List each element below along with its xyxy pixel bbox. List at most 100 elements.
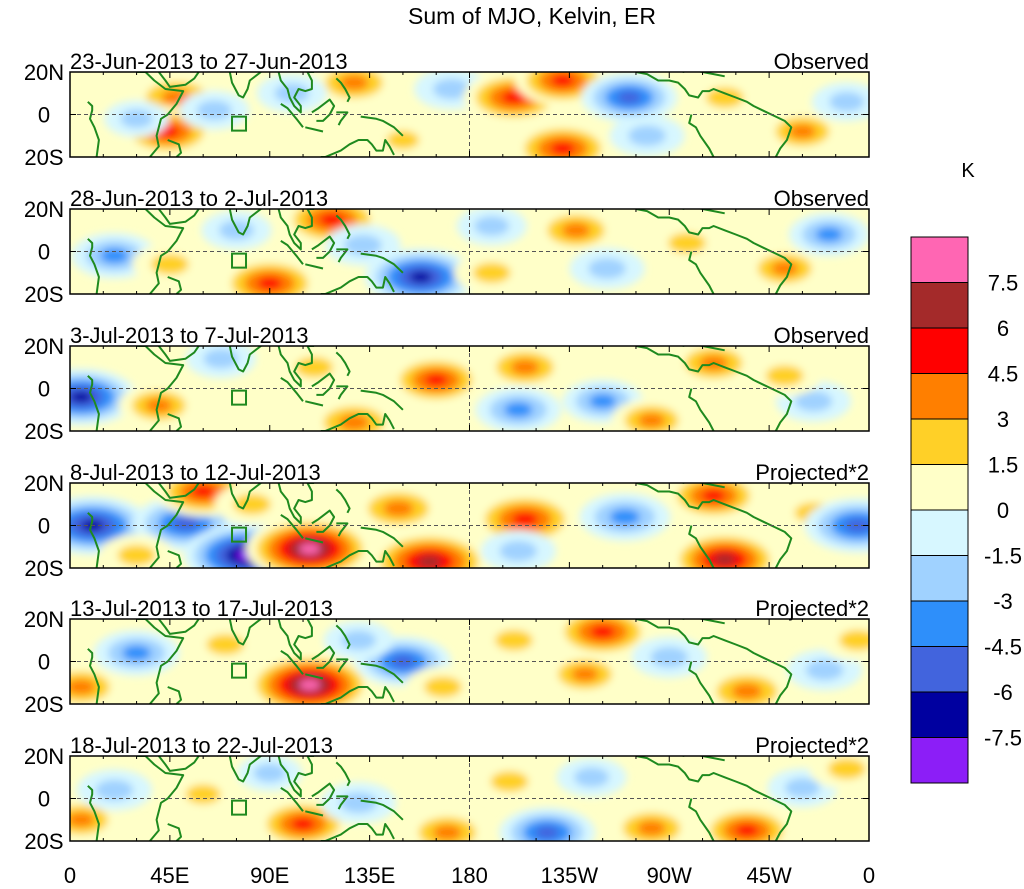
coastline-14 xyxy=(635,209,793,294)
coastline-8 xyxy=(305,810,324,817)
coastline-2 xyxy=(136,209,185,294)
colorbar-tick-label: -7.5 xyxy=(984,726,1022,751)
anomaly-blob-13-level-2 xyxy=(839,629,869,651)
y-tick-label: 0 xyxy=(38,514,50,539)
colorbar-swatch xyxy=(910,737,969,784)
anomaly-blob-3-level-2 xyxy=(196,100,232,120)
colorbar-tick-label: 4.5 xyxy=(988,362,1019,387)
coastline-4 xyxy=(158,72,200,88)
panel-3: 20N 0 20S 3-Jul-2013 to 7-Jul-2013 Observed xyxy=(24,323,870,444)
region-box xyxy=(231,526,248,543)
coastline-9 xyxy=(311,782,336,806)
coastline-3 xyxy=(167,413,182,431)
coastline-4 xyxy=(158,209,200,225)
anomaly-blob-9-level-4 xyxy=(550,74,575,87)
coastline-2 xyxy=(136,619,185,704)
coastline-14 xyxy=(635,346,793,431)
colorbar-tick-label: -4.5 xyxy=(984,635,1022,660)
y-tick-label: 20N xyxy=(24,60,64,85)
coastline-4 xyxy=(158,619,200,635)
y-tick-label: 0 xyxy=(38,650,50,675)
anomaly-field xyxy=(70,756,869,841)
coastline-3 xyxy=(167,550,182,568)
coastline-12 xyxy=(360,526,404,548)
coastline-15 xyxy=(688,251,715,294)
coastline-15 xyxy=(688,798,715,841)
coastline-1 xyxy=(87,238,100,294)
colorbar-swatch xyxy=(910,691,969,738)
coastline-14 xyxy=(635,619,793,704)
panel-label: Observed xyxy=(774,186,869,211)
panel-date-range: 18-Jul-2013 to 22-Jul-2013 xyxy=(70,733,333,758)
coastline-3 xyxy=(167,686,182,704)
coastline-5 xyxy=(216,483,262,510)
coastline-7 xyxy=(280,787,304,812)
anomaly-blob-11-level-3 xyxy=(609,509,640,525)
coastline-9 xyxy=(311,645,336,669)
coastline-13 xyxy=(320,139,395,157)
x-tick-label: 135W xyxy=(541,863,599,888)
anomaly-blob-4-level-4 xyxy=(291,817,316,831)
anomaly-blob-7-level-2 xyxy=(495,629,533,651)
colorbar-swatch xyxy=(910,600,969,647)
anomaly-field xyxy=(104,72,869,157)
colorbar-tick-label: 3 xyxy=(997,407,1009,432)
coastlines xyxy=(87,209,793,294)
coastline-1 xyxy=(87,101,100,157)
coastline-1 xyxy=(87,375,100,431)
coastline-10 xyxy=(336,658,349,673)
x-tick-label: 135E xyxy=(344,863,395,888)
anomaly-blob-9-level-4 xyxy=(511,512,539,526)
coastline-4 xyxy=(158,346,200,362)
colorbar-tick-label: 0 xyxy=(997,498,1009,523)
anomaly-blobs xyxy=(71,209,869,294)
coastline-3 xyxy=(167,139,182,157)
anomaly-blob-12-level-3 xyxy=(771,261,799,276)
coastlines xyxy=(87,756,793,841)
panel-label: Projected*2 xyxy=(755,733,869,758)
coastline-6 xyxy=(277,483,315,525)
anomaly-blobs xyxy=(70,346,852,431)
anomaly-blob-7-level-2 xyxy=(490,771,529,792)
anomaly-blob-2-level-3 xyxy=(145,398,173,413)
coastline-6 xyxy=(277,346,315,388)
coastline-14 xyxy=(635,756,793,841)
coastline-15 xyxy=(688,525,715,568)
coastline-13 xyxy=(320,686,395,704)
y-tick-label: 0 xyxy=(38,103,50,128)
anomaly-blob-15-level-2 xyxy=(829,92,865,112)
coastline-9 xyxy=(311,372,336,396)
anomaly-field xyxy=(70,619,869,704)
coastline-8 xyxy=(305,126,324,133)
anomaly-blob-10-level-3 xyxy=(638,413,665,428)
anomaly-blob-6-level-2 xyxy=(274,83,310,103)
anomaly-blob-6-level-2 xyxy=(424,676,462,698)
x-tick-label: 180 xyxy=(451,863,488,888)
anomaly-blob-8-level-3 xyxy=(504,402,533,418)
coastline-5 xyxy=(216,619,262,646)
coastline-16 xyxy=(682,346,725,352)
colorbar-swatch xyxy=(910,327,969,374)
coastline-11 xyxy=(335,77,351,103)
colorbar-tick-label: -6 xyxy=(993,680,1013,705)
coastline-4 xyxy=(158,756,200,772)
anomaly-blob-12-level-2 xyxy=(805,659,844,681)
y-tick-label: 20N xyxy=(24,607,64,632)
coastline-12 xyxy=(360,389,404,411)
coastline-16 xyxy=(682,209,725,215)
colorbar-tick-label: 1.5 xyxy=(988,453,1019,478)
coastline-10 xyxy=(336,385,349,400)
anomaly-blob-5-level-3 xyxy=(338,414,370,431)
anomaly-blob-4-level-6 xyxy=(299,679,321,691)
anomaly-blob-9-level-3 xyxy=(589,394,617,409)
coastline-3 xyxy=(167,276,182,294)
anomaly-blob-7-level-2 xyxy=(472,262,511,284)
anomaly-blob-8-level-4 xyxy=(590,625,616,639)
anomaly-blob-1-level-3 xyxy=(70,812,95,827)
coastline-12 xyxy=(360,252,404,274)
coastline-7 xyxy=(280,103,304,128)
colorbar-tick-label: 6 xyxy=(997,316,1009,341)
anomaly-blob-10-level-4 xyxy=(550,141,576,156)
anomaly-field xyxy=(70,346,852,431)
coastline-16 xyxy=(682,72,725,78)
